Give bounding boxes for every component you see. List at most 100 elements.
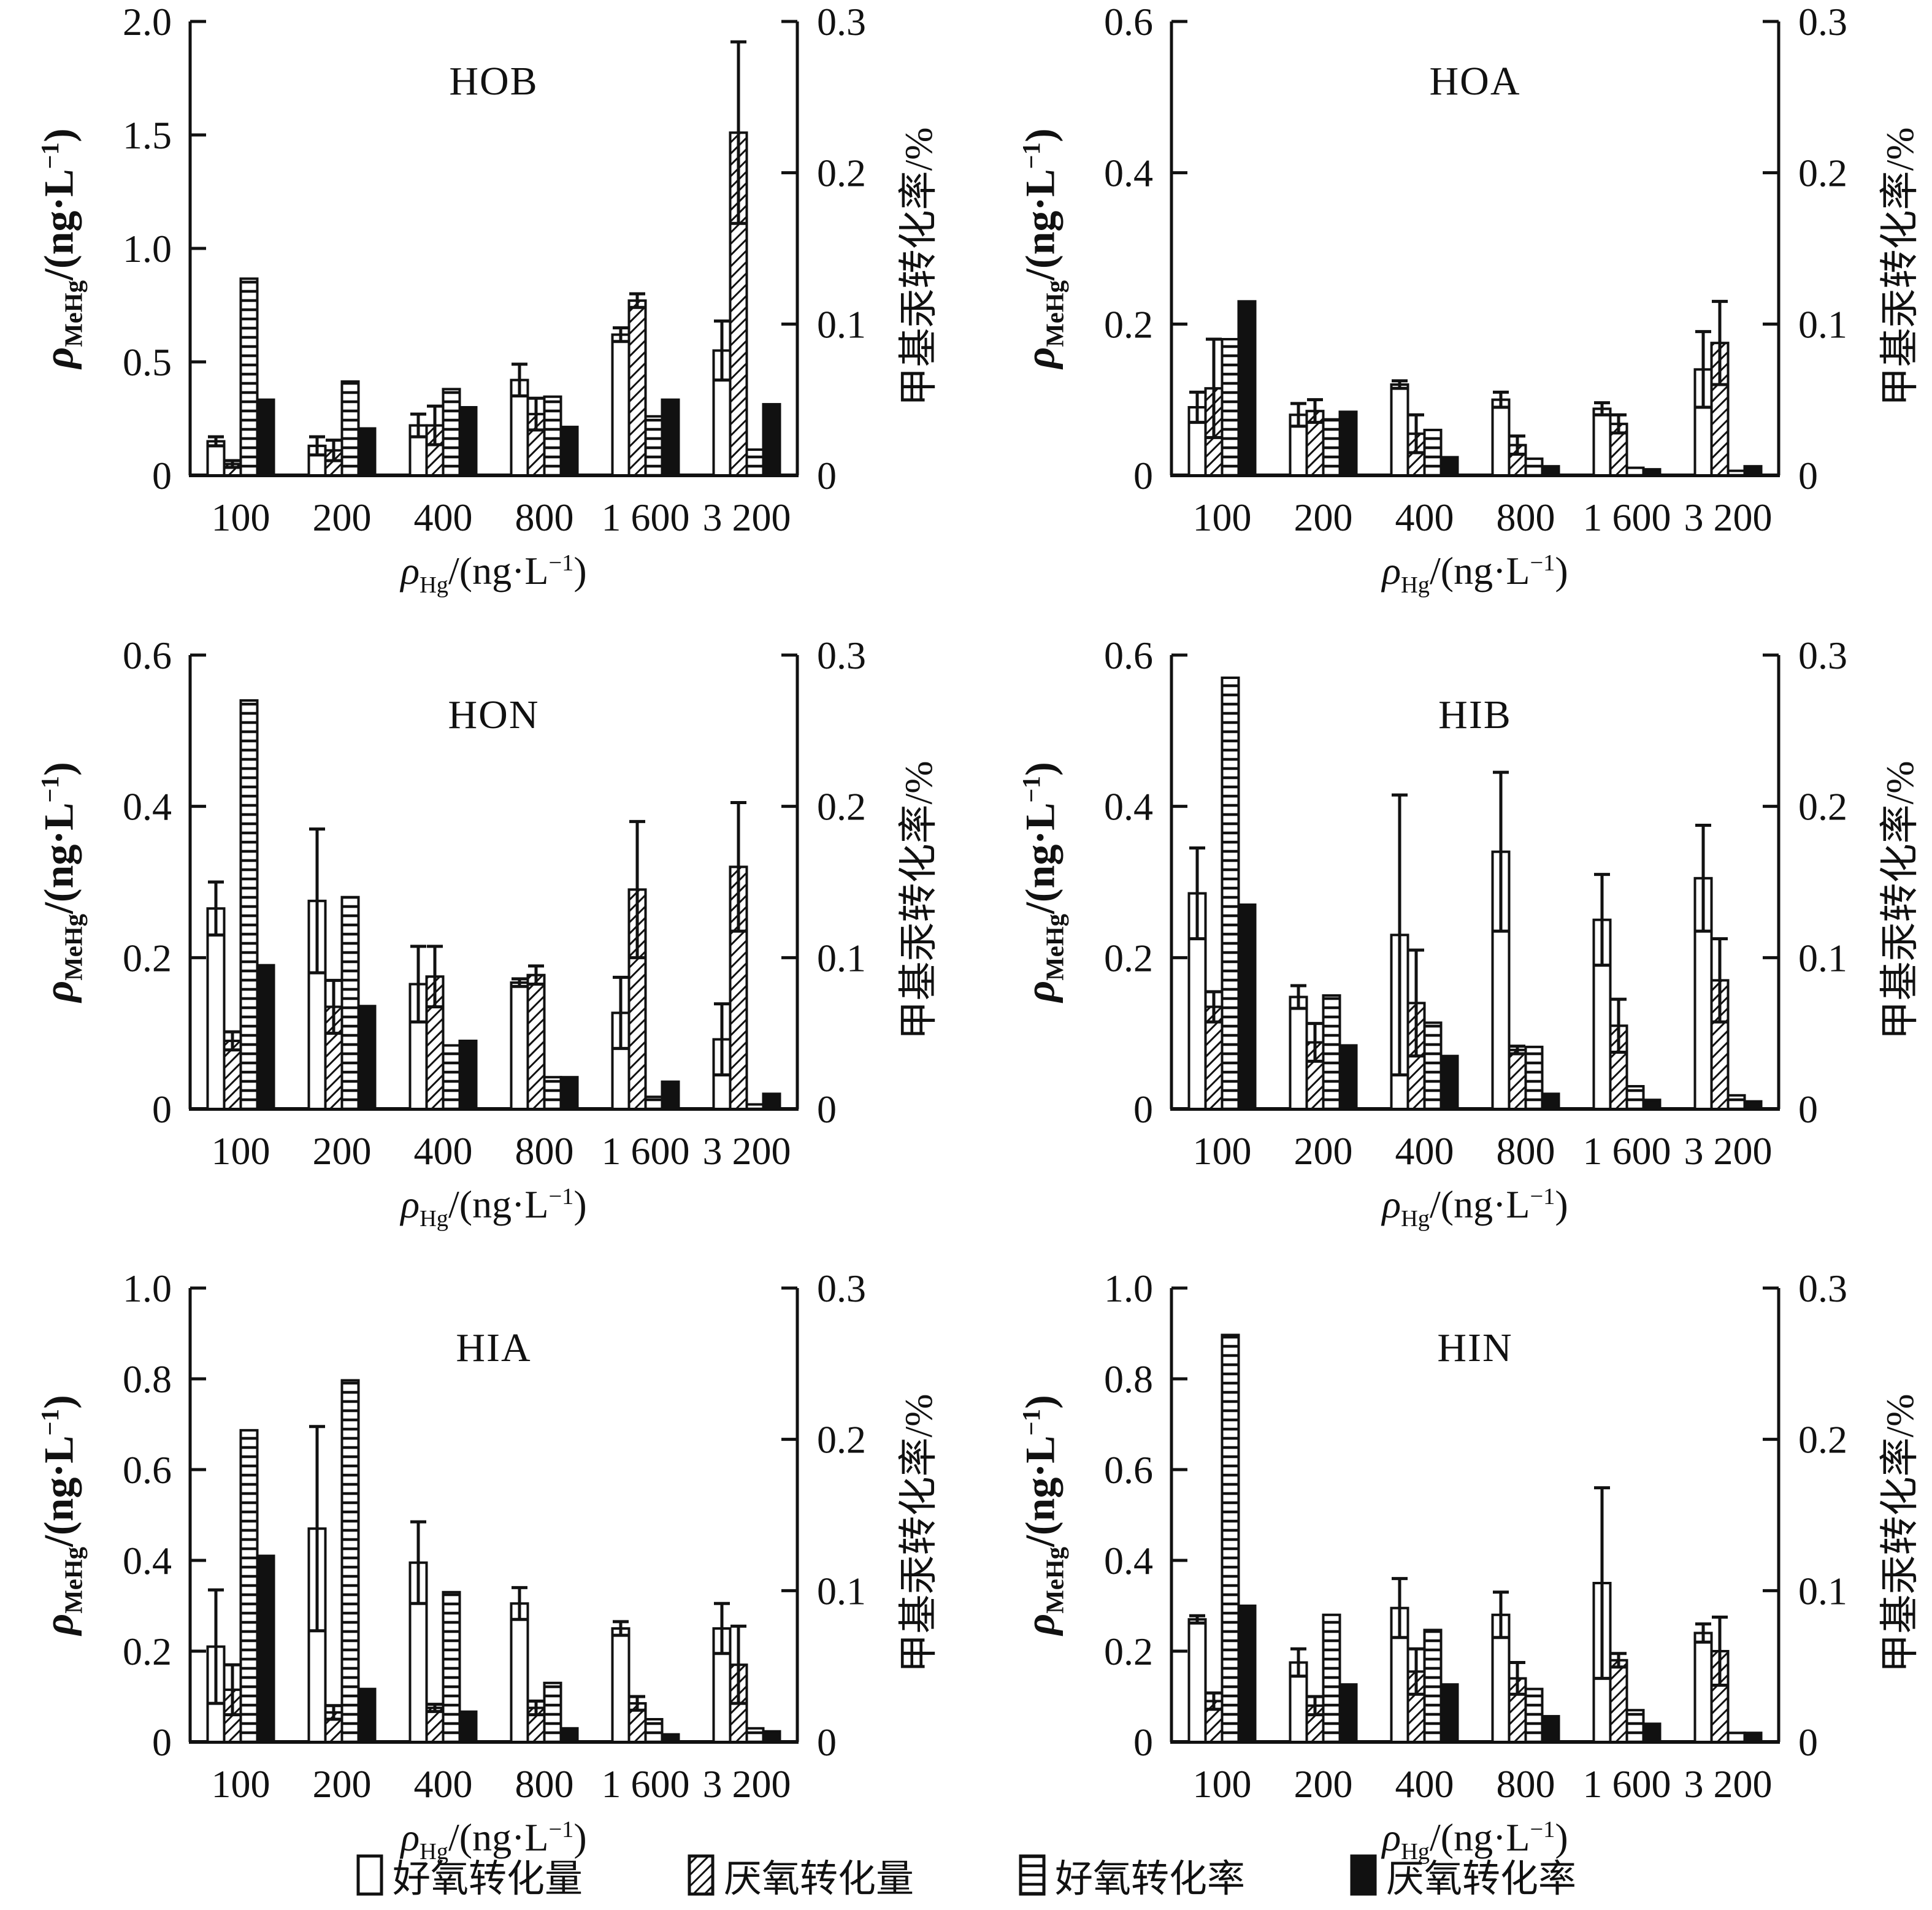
- bar-aerobic-rate: [644, 1095, 664, 1110]
- bar-aerobic-rate: [745, 448, 765, 477]
- bar-anaerobic-rate: [1338, 410, 1358, 477]
- legend-swatch-solid-icon: [1350, 1854, 1377, 1896]
- x-tick-label: 100: [212, 496, 270, 539]
- bar-aerobic-rate: [543, 1681, 562, 1743]
- x-tick-label: 1 600: [1583, 1762, 1671, 1806]
- y-right-tick-label: 0: [1798, 1720, 1818, 1764]
- y-right-tick-label: 0.2: [817, 785, 866, 829]
- chart-panel-hia: 0 0.2 0.4 0.6 0.8 1.0 0 0.1 0.2 0.3 100 200 400 800 1 …: [0, 1270, 951, 1883]
- bar-aerobic-rate: [1221, 677, 1240, 1110]
- bar-anaerobic-rate: [256, 398, 275, 477]
- panel-title: HIN: [1437, 1325, 1513, 1370]
- bar-anaerobic-amount: [1508, 1048, 1527, 1110]
- bar-aerobic-rate: [644, 1718, 664, 1743]
- y-left-tick-label: 0.4: [123, 785, 172, 829]
- legend-item-anaerobic-rate: 厌氧转化率: [1349, 1847, 1576, 1903]
- bar-anaerobic-rate: [1237, 300, 1257, 477]
- bar-aerobic-amount: [611, 333, 631, 477]
- x-tick-label: 1 600: [1583, 496, 1671, 539]
- y-right-tick-label: 0.3: [1798, 637, 1847, 677]
- y-right-tick-label: 0.1: [817, 936, 866, 980]
- y-left-tick-label: 0.6: [1104, 1448, 1153, 1492]
- x-axis-label: ρHg/(ng·L−1): [401, 1816, 587, 1865]
- x-tick-label: 400: [414, 1762, 473, 1806]
- x-tick-label: 800: [515, 1129, 574, 1173]
- x-tick-label: 800: [1497, 1129, 1555, 1173]
- y-left-tick-label: 0: [152, 1087, 172, 1131]
- bar-aerobic-rate: [1423, 1628, 1443, 1744]
- bar-aerobic-rate: [1524, 457, 1544, 477]
- x-tick-label: 200: [313, 1762, 372, 1806]
- y-left-tick-label: 0: [1133, 454, 1153, 497]
- panel-title: HIA: [456, 1325, 532, 1370]
- bar-aerobic-rate: [340, 896, 360, 1110]
- y-right-tick-label: 0.1: [1798, 936, 1847, 980]
- y-right-tick-label: 0: [1798, 454, 1818, 497]
- legend-item-anaerobic-amount: 厌氧转化量: [687, 1847, 914, 1903]
- bar-anaerobic-amount: [425, 1706, 445, 1743]
- x-tick-label: 400: [1395, 1762, 1454, 1806]
- x-tick-label: 200: [1294, 1129, 1353, 1173]
- y-left-tick-label: 0.4: [1104, 785, 1153, 829]
- right-axis-label: 甲基汞转化率/%: [1878, 1394, 1922, 1673]
- x-axis-label: ρHg/(ng·L−1): [401, 549, 587, 598]
- legend-swatch-open-icon: [356, 1854, 383, 1896]
- chart-panel-hib: 0 0.2 0.4 0.6 0 0.1 0.2 0.3 100 200 400 800 1 600 3 2…: [981, 637, 1932, 1250]
- y-right-tick-label: 0.2: [817, 1418, 866, 1462]
- bar-aerobic-rate: [239, 699, 259, 1110]
- right-axis-label: 甲基汞转化率/%: [897, 1394, 940, 1673]
- bar-aerobic-amount: [1491, 398, 1511, 477]
- x-tick-label: 800: [1497, 496, 1555, 539]
- y-left-tick-label: 0.2: [1104, 302, 1153, 346]
- y-right-tick-label: 0.2: [817, 151, 866, 195]
- chart-panel-hoa: 0 0.2 0.4 0.6 0 0.1 0.2 0.3 100 200 400 800 1 600 3 2…: [981, 3, 1932, 616]
- bar-anaerobic-rate: [1541, 465, 1560, 477]
- y-right-tick-label: 0.1: [1798, 1569, 1847, 1613]
- x-tick-label: 1 600: [602, 1762, 690, 1806]
- y-left-tick-label: 0: [152, 454, 172, 497]
- bar-anaerobic-rate: [1439, 456, 1459, 477]
- bar-aerobic-rate: [340, 1379, 360, 1743]
- bar-anaerobic-rate: [559, 1727, 579, 1743]
- y-left-tick-label: 0.4: [1104, 151, 1153, 195]
- x-tick-label: 1 600: [1583, 1129, 1671, 1173]
- panel-title: HOA: [1429, 59, 1521, 104]
- bar-anaerobic-rate: [1642, 1099, 1662, 1111]
- panel-title: HON: [448, 692, 540, 737]
- bar-aerobic-rate: [1625, 466, 1645, 477]
- bar-aerobic-rate: [745, 1727, 765, 1743]
- bar-anaerobic-rate: [1338, 1683, 1358, 1743]
- y-left-tick-label: 0.8: [1104, 1357, 1153, 1401]
- bar-anaerobic-rate: [661, 1733, 680, 1744]
- bar-aerobic-rate: [1221, 1333, 1240, 1743]
- bar-anaerobic-rate: [559, 1076, 579, 1111]
- left-axis-label: ρMeHg/(ng·L−1): [35, 128, 88, 369]
- y-left-tick-label: 0.6: [123, 1448, 172, 1492]
- x-tick-label: 100: [1193, 1762, 1252, 1806]
- bar-anaerobic-rate: [661, 1080, 680, 1110]
- bar-aerobic-rate: [1423, 1021, 1443, 1111]
- x-tick-label: 100: [1193, 496, 1252, 539]
- bar-aerobic-rate: [1727, 1094, 1746, 1110]
- bar-anaerobic-rate: [1743, 1100, 1763, 1111]
- bar-anaerobic-rate: [1743, 465, 1763, 477]
- bar-aerobic-rate: [543, 1076, 562, 1111]
- y-left-tick-label: 0.6: [1104, 3, 1153, 44]
- x-tick-label: 400: [1395, 496, 1454, 539]
- bar-anaerobic-rate: [1237, 1605, 1257, 1743]
- left-axis-label: ρMeHg/(ng·L−1): [35, 762, 88, 1002]
- y-left-tick-label: 0.4: [123, 1539, 172, 1582]
- y-right-tick-label: 0.3: [1798, 1270, 1847, 1310]
- bar-aerobic-rate: [1423, 429, 1443, 477]
- y-left-tick-label: 1.0: [1104, 1270, 1153, 1310]
- right-axis-label: 甲基汞转化率/%: [897, 761, 940, 1040]
- bar-anaerobic-amount: [526, 973, 546, 1111]
- bar-aerobic-rate: [1221, 338, 1240, 477]
- bar-anaerobic-amount: [223, 1040, 242, 1110]
- x-tick-label: 1 600: [602, 496, 690, 539]
- y-left-tick-label: 0: [1133, 1720, 1153, 1764]
- y-right-tick-label: 0: [817, 454, 837, 497]
- left-axis-label: ρMeHg/(ng·L−1): [1016, 1395, 1069, 1635]
- bar-anaerobic-rate: [458, 1710, 478, 1744]
